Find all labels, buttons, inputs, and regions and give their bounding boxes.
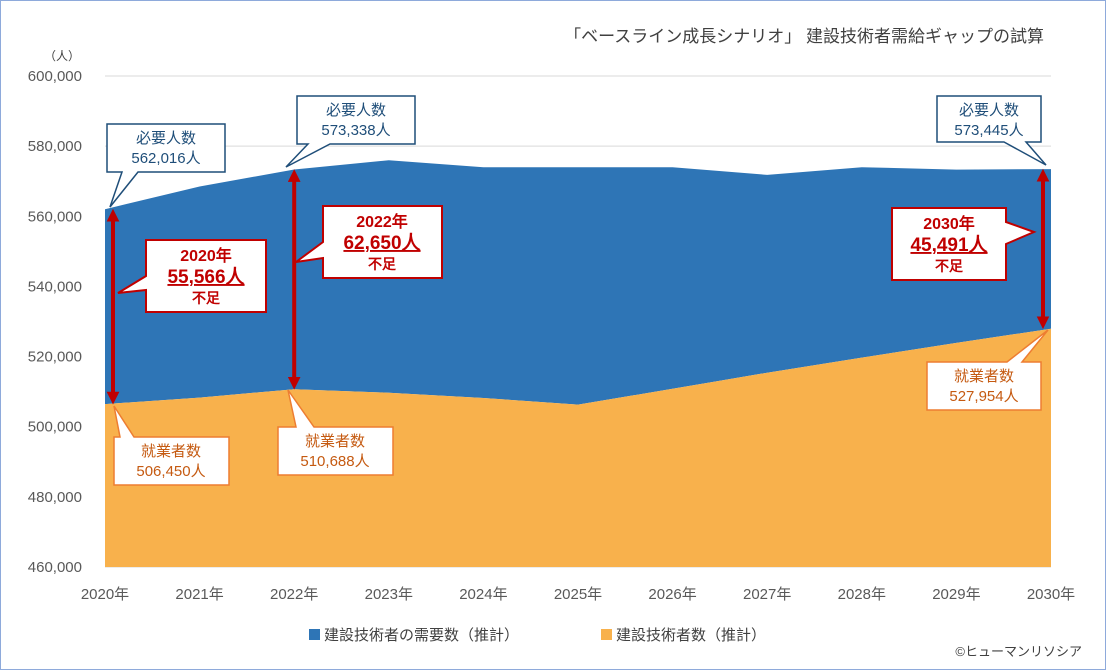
- legend-label-demand: 建設技術者の需要数（推計）: [324, 627, 519, 644]
- legend-swatch-supply: [601, 629, 612, 640]
- supply-callout-2022-label: 就業者数: [305, 433, 365, 450]
- y-tick-label: 540,000: [28, 278, 82, 295]
- gap-callout-2030-suffix: 不足: [935, 258, 964, 274]
- supply-callout-2030-label: 就業者数: [954, 368, 1014, 385]
- supply-callout-2022-value: 510,688人: [300, 453, 369, 470]
- demand-callout-2030-label: 必要人数: [959, 102, 1019, 119]
- y-tick-label: 600,000: [28, 68, 82, 85]
- supply-callout-2020-value: 506,450人: [136, 463, 205, 480]
- y-tick-label: 500,000: [28, 419, 82, 436]
- legend: 建設技術者の需要数（推計） 建設技術者数（推計）: [309, 627, 766, 644]
- y-tick-label: 460,000: [28, 559, 82, 576]
- y-axis-unit: （人）: [44, 49, 80, 63]
- gap-callout-2020-amount: 55,566人: [167, 266, 245, 288]
- gap-callout-2020-year: 2020年: [180, 246, 232, 265]
- supply-callout-2022: 就業者数 510,688人: [277, 389, 394, 476]
- supply-callout-2020-label: 就業者数: [141, 443, 201, 460]
- gap-arrows: [106, 168, 1050, 405]
- gap-callout-2022-amount: 62,650人: [343, 232, 421, 254]
- gap-callout-2020-suffix: 不足: [192, 290, 221, 306]
- demand-callout-2030: 必要人数 573,445人: [936, 95, 1047, 166]
- supply-callout-2020: 就業者数 506,450人: [113, 405, 230, 486]
- gap-callout-2022-suffix: 不足: [368, 256, 397, 272]
- x-axis-ticks: 2020年 2021年 2022年 2023年 2024年 2025年 2026年 2027年…: [81, 586, 1075, 603]
- gap-callout-2030-year: 2030年: [923, 214, 975, 233]
- demand-callout-2022: 必要人数 573,338人: [285, 95, 416, 168]
- demand-callout-2020: 必要人数 562,016人: [106, 123, 226, 208]
- y-tick-label: 520,000: [28, 349, 82, 366]
- gap-callout-2022: 2022年 62,650人 不足: [295, 205, 443, 279]
- legend-label-supply: 建設技術者数（推計）: [616, 627, 766, 644]
- gap-callout-2020: 2020年 55,566人 不足: [117, 239, 267, 313]
- demand-callout-2022-box: [285, 95, 416, 168]
- gap-callout-2022-box: [295, 205, 443, 279]
- demand-callout-2030-value: 573,445人: [954, 122, 1023, 139]
- x-tick-label: 2028年: [838, 586, 886, 603]
- gap-callout-2030: 2030年 45,491人 不足: [891, 207, 1037, 281]
- supply-callout-2022-box: [277, 389, 394, 476]
- demand-callout-2022-label: 必要人数: [326, 102, 386, 119]
- legend-swatch-demand: [309, 629, 320, 640]
- gap-callout-2022-year: 2022年: [356, 212, 408, 231]
- y-axis-ticks: 460,000 480,000 500,000 520,000 540,000 560,0…: [28, 68, 82, 576]
- y-tick-label: 480,000: [28, 489, 82, 506]
- demand-callout-2030-box: [936, 95, 1047, 166]
- demand-callout-2020-label: 必要人数: [136, 130, 196, 147]
- x-tick-label: 2020年: [81, 586, 129, 603]
- supply-callout-2030-value: 527,954人: [949, 388, 1018, 405]
- demand-callout-2022-value: 573,338人: [321, 122, 390, 139]
- demand-callout-2020-value: 562,016人: [131, 150, 200, 167]
- x-tick-label: 2024年: [459, 586, 507, 603]
- gap-callout-2020-box: [117, 239, 267, 313]
- x-tick-label: 2021年: [175, 586, 223, 603]
- x-tick-label: 2026年: [648, 586, 696, 603]
- copyright: ©ヒューマンリソシア: [955, 644, 1082, 659]
- x-tick-label: 2023年: [365, 586, 413, 603]
- y-tick-label: 580,000: [28, 138, 82, 155]
- supply-callout-2030-box: [926, 329, 1049, 411]
- gap-callout-2030-amount: 45,491人: [910, 234, 988, 256]
- supply-callout-2030: 就業者数 527,954人: [926, 329, 1049, 411]
- x-tick-label: 2027年: [743, 586, 791, 603]
- supply-callout-2020-box: [113, 405, 230, 486]
- supply-area: [105, 328, 1051, 567]
- x-tick-label: 2025年: [554, 586, 602, 603]
- x-tick-label: 2030年: [1027, 586, 1075, 603]
- x-tick-label: 2029年: [932, 586, 980, 603]
- gap-callout-2030-box: [891, 207, 1037, 281]
- demand-callout-2020-box: [106, 123, 226, 208]
- chart-title: 「ベースライン成長シナリオ」 建設技術者需給ギャップの試算: [564, 27, 1044, 46]
- x-tick-label: 2022年: [270, 586, 318, 603]
- y-tick-label: 560,000: [28, 208, 82, 225]
